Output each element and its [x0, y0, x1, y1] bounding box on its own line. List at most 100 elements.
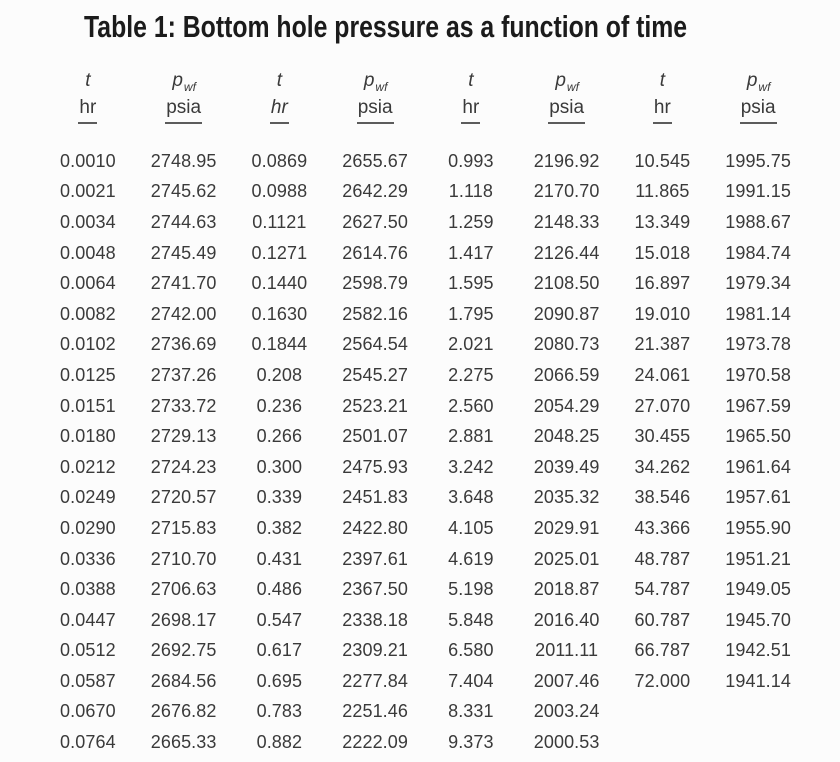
table-cell: 0.0336	[60, 548, 116, 569]
table-cell: 7.404	[448, 670, 494, 691]
table-cell: 2745.49	[150, 242, 217, 263]
table-cell: 4.619	[448, 548, 494, 569]
table-cell: 0.617	[256, 640, 303, 661]
table-cell: 2724.23	[150, 456, 217, 477]
table-cell: 2196.92	[533, 150, 600, 171]
table-cell: 0.1271	[251, 242, 308, 263]
table-cell: 2698.17	[150, 609, 217, 630]
table-cell: 2736.69	[150, 334, 217, 355]
table-cell: 0.1440	[251, 273, 308, 294]
symbol-subscript: wf	[758, 80, 771, 94]
table-cell: 19.010	[634, 303, 691, 324]
table-cell	[710, 697, 806, 728]
column-unit-6: hr	[615, 92, 711, 146]
table-cell: 1957.61	[725, 487, 791, 508]
table-cell: 0.236	[256, 395, 303, 416]
table-cell: 1949.05	[725, 579, 791, 600]
table-cell: 43.366	[634, 517, 691, 538]
table-cell: 2706.63	[150, 579, 217, 600]
table-cell: 2748.95	[150, 150, 217, 171]
table-cell: 0.993	[448, 150, 494, 171]
table-cell: 2729.13	[150, 426, 217, 447]
table-row-1: 0.0021 2745.62 0.0988 2642.29 1.118 2170.70 11…	[40, 177, 806, 208]
table-cell: 2422.80	[342, 517, 408, 538]
header-unit-row: hr psia hr psia hr psia hr psia	[40, 92, 806, 146]
table-cell: 0.882	[256, 732, 303, 753]
table-cell: 2627.50	[342, 211, 408, 232]
table-cell: 0.0869	[251, 150, 308, 171]
table-row-14: 0.0388 2706.63 0.486 2367.50 5.198 2018.87 54.…	[40, 574, 806, 605]
table-cell: 0.0102	[60, 334, 116, 355]
symbol-text: p	[172, 70, 183, 91]
table-cell: 66.787	[634, 640, 691, 661]
table-cell: 0.0064	[60, 273, 116, 294]
table-cell: 1951.21	[725, 548, 791, 569]
table-cell: 1995.75	[725, 150, 791, 171]
table-cell: 2039.49	[533, 456, 600, 477]
symbol-text: t	[468, 70, 474, 91]
table-cell: 1.595	[448, 273, 494, 294]
table-cell: 2614.76	[342, 242, 408, 263]
table-cell: 2000.53	[533, 732, 600, 753]
table-cell: 2035.32	[533, 487, 600, 508]
table-cell: 0.266	[256, 426, 303, 447]
table-cell: 0.783	[256, 701, 303, 722]
table-cell: 2148.33	[533, 211, 600, 232]
table-row-10: 0.0212 2724.23 0.300 2475.93 3.242 2039.49 34.…	[40, 452, 806, 483]
table-cell: 2048.25	[533, 426, 600, 447]
table-cell: 0.0587	[60, 670, 116, 691]
table-cell: 1988.67	[725, 211, 791, 232]
table-cell: 2309.21	[342, 640, 408, 661]
table-cell: 2126.44	[533, 242, 600, 263]
table-cell: 0.208	[256, 364, 303, 385]
table-cell: 15.018	[634, 242, 691, 263]
column-unit-5: psia	[519, 92, 615, 146]
table-cell: 0.0290	[60, 517, 116, 538]
table-cell: 2397.61	[342, 548, 408, 569]
table-cell: 9.373	[448, 732, 494, 753]
table-cell: 2715.83	[150, 517, 217, 538]
table-cell: 1961.64	[725, 456, 791, 477]
table-cell: 21.387	[634, 334, 691, 355]
table-cell: 2676.82	[150, 701, 217, 722]
table-cell: 2733.72	[150, 395, 217, 416]
table-cell	[710, 727, 806, 758]
column-symbol-6: t	[615, 58, 711, 92]
table-title-text: Table 1: Bottom hole pressure as a funct…	[84, 9, 688, 44]
unit-text: psia	[356, 97, 394, 124]
table-cell: 2011.11	[535, 640, 599, 661]
table-cell: 2655.67	[342, 150, 408, 171]
column-symbol-7: pwf	[710, 58, 806, 94]
table-cell: 2066.59	[533, 364, 600, 385]
table-cell: 0.0447	[60, 609, 116, 630]
table-cell: 2.275	[448, 364, 494, 385]
table-cell: 2692.75	[150, 640, 217, 661]
table-cell: 2582.16	[342, 303, 408, 324]
table-cell: 72.000	[634, 670, 691, 691]
table-cell: 2018.87	[533, 579, 600, 600]
table-cell: 2737.26	[150, 364, 217, 385]
column-unit-4: hr	[423, 92, 519, 146]
unit-text: hr	[269, 97, 289, 124]
column-symbol-3: pwf	[327, 58, 423, 94]
table-cell: 48.787	[634, 548, 691, 569]
table-cell: 34.262	[634, 456, 691, 477]
table-cell: 2642.29	[342, 181, 408, 202]
table-cell: 2170.70	[533, 181, 600, 202]
unit-text: hr	[461, 97, 481, 124]
table-cell: 2684.56	[150, 670, 217, 691]
table-cell: 0.486	[256, 579, 303, 600]
table-cell: 0.0670	[60, 701, 116, 722]
table-cell: 2720.57	[150, 487, 217, 508]
column-symbol-0: t	[40, 58, 136, 92]
table-cell: 2741.70	[150, 273, 217, 294]
table-row-13: 0.0336 2710.70 0.431 2397.61 4.619 2025.01 48.…	[40, 544, 806, 575]
table-cell: 0.0048	[60, 242, 116, 263]
table-cell: 0.339	[256, 487, 303, 508]
table-row-4: 0.0064 2741.70 0.1440 2598.79 1.595 2108.50 16…	[40, 268, 806, 299]
table-cell: 5.848	[448, 609, 494, 630]
unit-text: hr	[78, 97, 98, 124]
table-cell: 30.455	[634, 426, 691, 447]
table-cell: 0.382	[256, 517, 303, 538]
